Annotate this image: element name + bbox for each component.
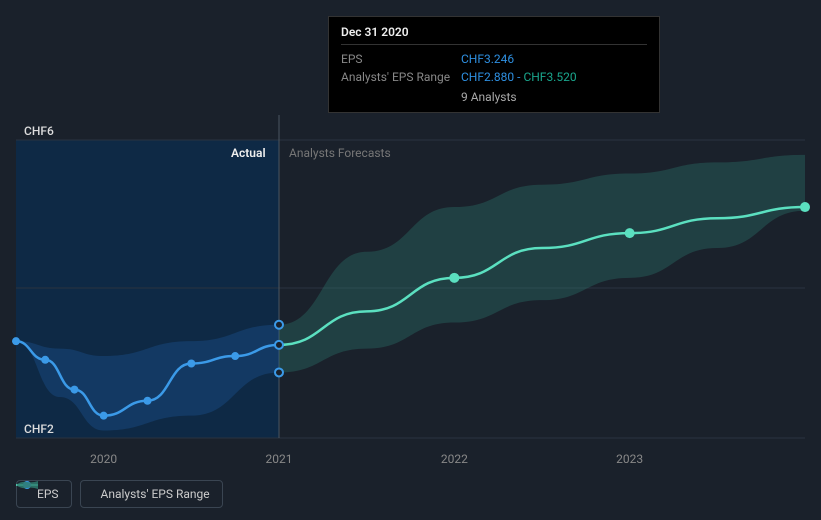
x-axis-label: 2020 — [90, 452, 117, 466]
actual-eps-marker — [70, 386, 78, 394]
forecast-range-area — [279, 155, 805, 373]
tooltip-row-value: CHF2.880 - CHF3.520 — [461, 70, 577, 84]
tooltip-date: Dec 31 2020 — [341, 25, 647, 45]
tooltip-row-label: EPS — [341, 52, 461, 66]
forecast-eps-marker — [449, 273, 459, 283]
actual-eps-marker — [144, 397, 152, 405]
chart-legend: EPS Analysts' EPS Range — [16, 480, 223, 508]
forecast-eps-marker — [625, 228, 635, 238]
legend-label: EPS — [37, 487, 59, 501]
y-axis-label: CHF2 — [24, 422, 54, 436]
tooltip-row: EPSCHF3.246 — [341, 50, 647, 68]
forecast-eps-marker — [800, 202, 810, 212]
actual-region-label: Actual — [231, 146, 266, 160]
hover-marker — [275, 341, 283, 349]
tooltip-analyst-count: 9 Analysts — [461, 86, 647, 104]
chart-tooltip: Dec 31 2020 EPSCHF3.246Analysts' EPS Ran… — [328, 16, 660, 113]
hover-marker — [275, 368, 283, 376]
forecast-region-label: Analysts Forecasts — [289, 146, 391, 160]
tooltip-row-value: CHF3.246 — [461, 52, 514, 66]
actual-eps-marker — [12, 337, 20, 345]
legend-item-range[interactable]: Analysts' EPS Range — [80, 480, 223, 508]
tooltip-row-label: Analysts' EPS Range — [341, 70, 461, 84]
x-axis-label: 2023 — [616, 452, 643, 466]
legend-label: Analysts' EPS Range — [101, 487, 210, 501]
actual-eps-marker — [231, 352, 239, 360]
actual-eps-marker — [41, 356, 49, 364]
tooltip-row: Analysts' EPS RangeCHF2.880 - CHF3.520 — [341, 68, 647, 86]
actual-eps-marker — [100, 412, 108, 420]
actual-eps-marker — [187, 360, 195, 368]
eps-chart: Dec 31 2020 EPSCHF3.246Analysts' EPS Ran… — [0, 0, 821, 520]
x-axis-label: 2022 — [441, 452, 468, 466]
y-axis-label: CHF6 — [24, 124, 54, 138]
x-axis-label: 2021 — [266, 452, 293, 466]
hover-marker — [275, 321, 283, 329]
